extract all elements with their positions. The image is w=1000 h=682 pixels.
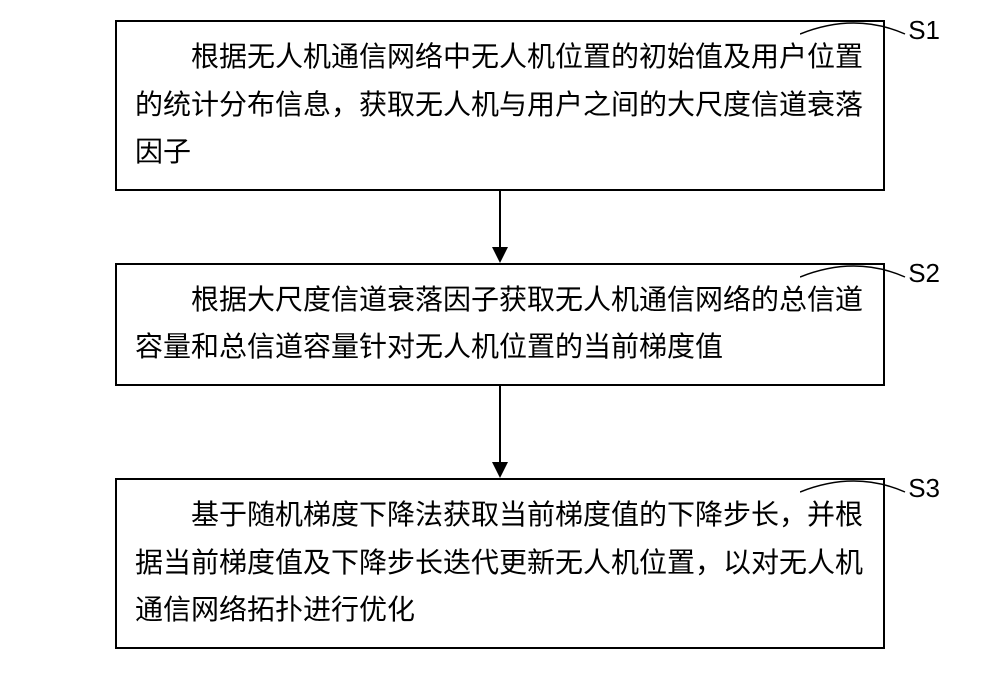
- arrow-down-icon: [490, 191, 510, 263]
- step-text-3: 基于随机梯度下降法获取当前梯度值的下降步长，并根据当前梯度值及下降步长迭代更新无…: [135, 492, 865, 635]
- arrow-1: [60, 191, 940, 263]
- flowchart-container: 根据无人机通信网络中无人机位置的初始值及用户位置的统计分布信息，获取无人机与用户…: [60, 20, 940, 662]
- step-text-1: 根据无人机通信网络中无人机位置的初始值及用户位置的统计分布信息，获取无人机与用户…: [135, 34, 865, 177]
- arrow-2: [60, 386, 940, 478]
- step-box-2: 根据大尺度信道衰落因子获取无人机通信网络的总信道容量和总信道容量针对无人机位置的…: [115, 263, 885, 386]
- step-container-2: 根据大尺度信道衰落因子获取无人机通信网络的总信道容量和总信道容量针对无人机位置的…: [60, 263, 940, 386]
- step-text-2: 根据大尺度信道衰落因子获取无人机通信网络的总信道容量和总信道容量针对无人机位置的…: [135, 277, 865, 372]
- step-container-1: 根据无人机通信网络中无人机位置的初始值及用户位置的统计分布信息，获取无人机与用户…: [60, 20, 940, 191]
- step-box-1: 根据无人机通信网络中无人机位置的初始值及用户位置的统计分布信息，获取无人机与用户…: [115, 20, 885, 191]
- step-label-3: S3: [908, 473, 940, 504]
- step-label-2: S2: [908, 258, 940, 289]
- step-label-1: S1: [908, 15, 940, 46]
- step-container-3: 基于随机梯度下降法获取当前梯度值的下降步长，并根据当前梯度值及下降步长迭代更新无…: [60, 478, 940, 649]
- step-box-3: 基于随机梯度下降法获取当前梯度值的下降步长，并根据当前梯度值及下降步长迭代更新无…: [115, 478, 885, 649]
- arrow-down-icon: [490, 386, 510, 478]
